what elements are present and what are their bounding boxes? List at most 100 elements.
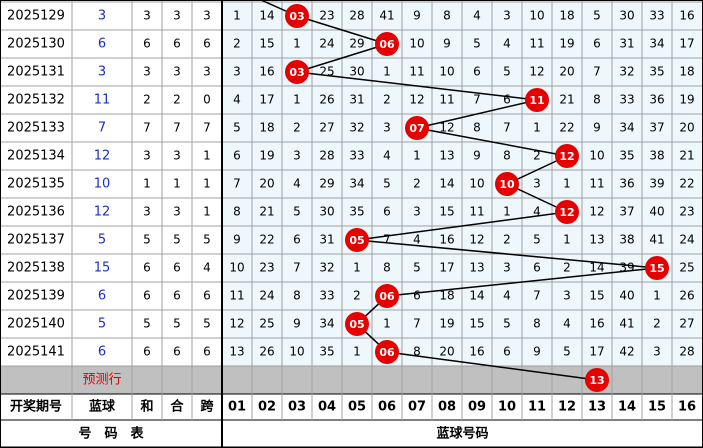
omission-cell: 5	[233, 121, 241, 135]
omission-cell: 10	[289, 345, 304, 359]
omission-cell: 19	[439, 317, 454, 331]
omission-cell: 7	[473, 93, 481, 107]
header-number: 03	[288, 400, 306, 415]
ball-number: 05	[349, 318, 364, 331]
cell-blue: 11	[94, 93, 111, 108]
omission-cell: 4	[503, 289, 511, 303]
omission-cell: 4	[293, 177, 301, 191]
omission-cell: 10	[229, 261, 244, 275]
cell-sum: 5	[143, 317, 151, 331]
cell-mod: 3	[173, 65, 181, 79]
cell-period: 2025133	[7, 121, 65, 136]
omission-cell: 4	[533, 205, 541, 219]
cell-span: 6	[203, 37, 211, 51]
omission-cell: 15	[259, 37, 274, 51]
cell-blue: 12	[94, 149, 111, 164]
omission-cell: 9	[593, 121, 601, 135]
header-number: 15	[648, 400, 666, 415]
cell-mod: 5	[173, 317, 181, 331]
omission-cell: 29	[349, 37, 364, 51]
cell-mod: 6	[173, 261, 181, 275]
omission-cell: 4	[383, 149, 391, 163]
header-number: 01	[228, 400, 246, 415]
omission-cell: 21	[259, 205, 274, 219]
omission-cell: 1	[533, 121, 541, 135]
omission-cell: 6	[383, 205, 391, 219]
omission-cell: 32	[319, 261, 334, 275]
header-number: 06	[378, 400, 396, 415]
omission-cell: 28	[319, 149, 334, 163]
omission-cell: 2	[653, 317, 661, 331]
omission-cell: 21	[559, 93, 574, 107]
omission-cell: 11	[439, 93, 454, 107]
ball	[555, 144, 579, 168]
omission-cell: 5	[503, 65, 511, 79]
cell-blue: 3	[98, 9, 106, 24]
omission-cell: 38	[649, 149, 664, 163]
omission-cell: 21	[679, 149, 694, 163]
omission-cell: 1	[563, 233, 571, 247]
omission-cell: 34	[649, 37, 664, 51]
omission-cell: 3	[383, 121, 391, 135]
cell-sum: 3	[143, 149, 151, 163]
omission-cell: 8	[533, 317, 541, 331]
omission-cell: 7	[533, 289, 541, 303]
omission-cell: 3	[533, 177, 541, 191]
cell-mod: 3	[173, 9, 181, 23]
omission-cell: 18	[559, 9, 574, 23]
omission-cell: 19	[559, 37, 574, 51]
omission-cell: 11	[469, 205, 484, 219]
omission-cell: 8	[383, 261, 391, 275]
cell-span: 3	[203, 65, 211, 79]
cell-period: 2025134	[7, 149, 65, 164]
header-number: 07	[408, 400, 426, 415]
omission-cell: 8	[503, 149, 511, 163]
omission-cell: 11	[529, 37, 544, 51]
omission-cell: 31	[349, 93, 364, 107]
header-period: 开奖期号	[10, 399, 62, 415]
header-number: 04	[318, 400, 336, 415]
omission-cell: 34	[349, 177, 364, 191]
header-number: 08	[438, 400, 456, 415]
ball	[525, 88, 549, 112]
cell-blue: 3	[98, 65, 106, 80]
omission-cell: 5	[593, 9, 601, 23]
omission-cell: 9	[473, 149, 481, 163]
omission-cell: 6	[473, 65, 481, 79]
omission-cell: 5	[473, 37, 481, 51]
cell-span: 1	[203, 177, 211, 191]
omission-cell: 13	[469, 261, 484, 275]
omission-cell: 6	[413, 289, 421, 303]
omission-cell: 38	[619, 233, 634, 247]
omission-cell: 11	[589, 177, 604, 191]
omission-cell: 15	[439, 205, 454, 219]
omission-cell: 8	[593, 93, 601, 107]
cell-blue: 10	[94, 177, 111, 192]
omission-cell: 13	[589, 233, 604, 247]
omission-cell: 26	[679, 289, 694, 303]
omission-cell: 28	[349, 9, 364, 23]
omission-cell: 5	[533, 233, 541, 247]
omission-cell: 1	[383, 317, 391, 331]
cell-blue: 15	[94, 261, 111, 276]
header-sum: 和	[140, 399, 153, 415]
omission-cell: 14	[589, 261, 604, 275]
ball-number: 10	[499, 178, 515, 191]
header-number: 13	[588, 400, 606, 415]
omission-cell: 8	[443, 9, 451, 23]
omission-cell: 1	[353, 261, 361, 275]
omission-cell: 22	[559, 121, 574, 135]
omission-cell: 35	[649, 65, 664, 79]
omission-cell: 2	[233, 37, 241, 51]
omission-cell: 40	[649, 205, 664, 219]
omission-cell: 17	[439, 261, 454, 275]
cell-mod: 6	[173, 289, 181, 303]
omission-cell: 2	[503, 233, 511, 247]
omission-cell: 23	[679, 205, 694, 219]
ball	[375, 340, 399, 364]
omission-cell: 23	[319, 9, 334, 23]
omission-cell: 4	[413, 233, 421, 247]
omission-cell: 4	[563, 317, 571, 331]
cell-period: 2025136	[7, 205, 65, 220]
